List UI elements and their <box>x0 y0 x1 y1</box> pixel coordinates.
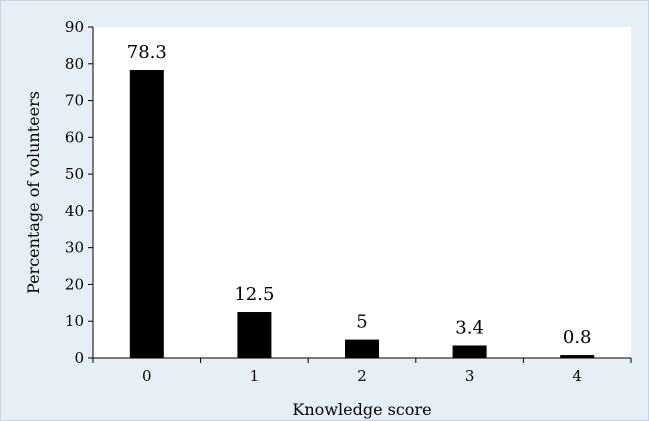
x-tick-label: 2 <box>357 367 367 385</box>
y-tick-label: 10 <box>65 312 84 330</box>
data-label: 78.3 <box>127 42 167 63</box>
data-label: 3.4 <box>455 317 484 338</box>
plot-area <box>93 27 631 358</box>
y-tick-label: 20 <box>65 275 84 293</box>
data-label: 5 <box>356 312 367 333</box>
y-tick-label: 90 <box>65 18 84 36</box>
bar <box>237 312 272 358</box>
y-tick-label: 60 <box>65 128 84 146</box>
x-tick-label: 0 <box>142 367 152 385</box>
x-axis-title: Knowledge score <box>292 400 431 419</box>
y-axis-ticks: 0 10 20 30 40 50 60 70 80 90 <box>65 18 93 367</box>
y-tick-label: 30 <box>65 239 84 257</box>
x-tick-label: 3 <box>465 367 475 385</box>
x-axis-ticks: 0 1 2 3 4 <box>92 358 632 385</box>
bar <box>345 339 379 358</box>
bar <box>560 355 595 358</box>
y-tick-label: 0 <box>74 349 84 367</box>
data-labels: 78.3 12.5 5 3.4 0.8 <box>127 42 592 348</box>
bar <box>129 70 164 358</box>
y-tick-label: 70 <box>65 92 84 110</box>
data-label: 0.8 <box>563 327 592 348</box>
y-tick-label: 80 <box>65 55 84 73</box>
bar <box>452 345 487 358</box>
x-tick-label: 1 <box>250 367 260 385</box>
x-tick-label: 4 <box>572 367 582 385</box>
bars <box>129 70 595 358</box>
y-tick-label: 40 <box>65 202 84 220</box>
data-label: 12.5 <box>234 284 274 305</box>
y-axis-title: Percentage of volunteers <box>24 91 43 294</box>
y-tick-label: 50 <box>65 165 84 183</box>
